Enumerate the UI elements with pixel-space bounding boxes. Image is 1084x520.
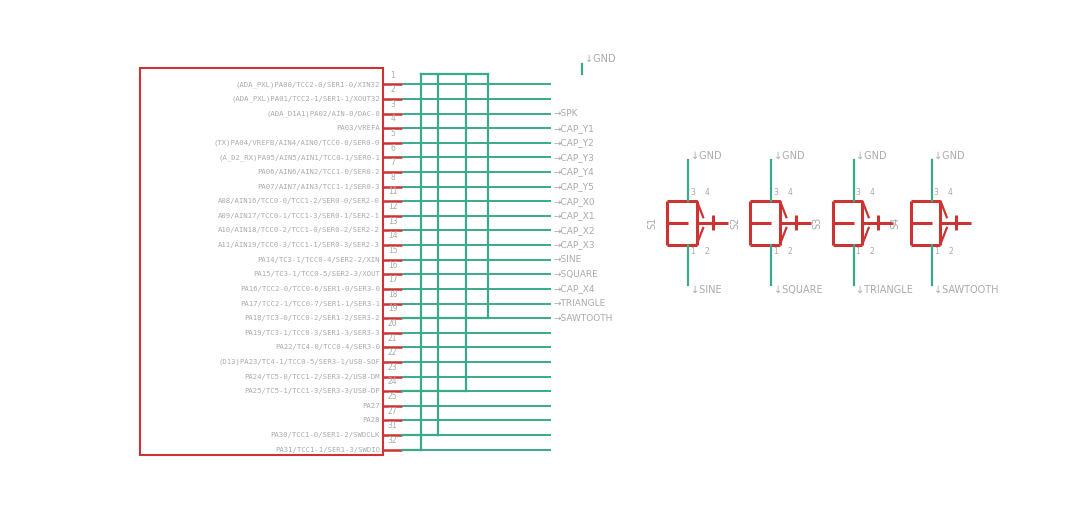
Text: PA17/TCC2-1/TCC0-7/SER1-1/SER3-1: PA17/TCC2-1/TCC0-7/SER1-1/SER3-1 <box>240 301 380 306</box>
Text: PA14/TC3-1/TCC0-4/SER2-2/XIN: PA14/TC3-1/TCC0-4/SER2-2/XIN <box>258 257 380 263</box>
Text: PA22/TC4-0/TCC0-4/SER3-0: PA22/TC4-0/TCC0-4/SER3-0 <box>275 344 380 350</box>
Text: (TX)PA04/VREFB/AIN4/AIN0/TCC0-0/SER0-0: (TX)PA04/VREFB/AIN4/AIN0/TCC0-0/SER0-0 <box>214 139 380 146</box>
Text: 5: 5 <box>390 129 395 138</box>
Text: A08/AIN16/TCC0-0/TCC1-2/SER0-0/SER2-0: A08/AIN16/TCC0-0/TCC1-2/SER0-0/SER2-0 <box>218 198 380 204</box>
Text: →CAP_X2: →CAP_X2 <box>554 226 595 235</box>
Text: ↓TRIANGLE: ↓TRIANGLE <box>856 284 913 295</box>
Text: 3: 3 <box>773 188 778 197</box>
Text: 21: 21 <box>388 333 398 343</box>
Text: A10/AIN18/TCC0-2/TCC1-0/SER0-2/SER2-2: A10/AIN18/TCC0-2/TCC1-0/SER0-2/SER2-2 <box>218 227 380 233</box>
Text: (ADA_D1A1)PA02/AIN-0/DAC-0: (ADA_D1A1)PA02/AIN-0/DAC-0 <box>267 110 380 117</box>
Text: 6: 6 <box>390 144 395 153</box>
Text: PA28: PA28 <box>362 418 380 423</box>
Text: 2: 2 <box>705 247 709 256</box>
Text: 31: 31 <box>388 421 398 430</box>
Text: 7: 7 <box>390 158 395 167</box>
Text: →SAWTOOTH: →SAWTOOTH <box>554 314 614 322</box>
Text: ↓SQUARE: ↓SQUARE <box>774 284 823 295</box>
Text: →CAP_Y4: →CAP_Y4 <box>554 167 595 177</box>
Text: 4: 4 <box>869 188 875 197</box>
Text: 27: 27 <box>388 407 398 415</box>
Text: 3: 3 <box>855 188 861 197</box>
Text: 4: 4 <box>948 188 953 197</box>
Text: 15: 15 <box>388 246 398 255</box>
Text: PA03/VREFA: PA03/VREFA <box>336 125 380 131</box>
Text: PA07/AIN7/AIN3/TCC1-1/SER0-3: PA07/AIN7/AIN3/TCC1-1/SER0-3 <box>258 184 380 190</box>
Text: 3: 3 <box>933 188 939 197</box>
Text: 4: 4 <box>787 188 792 197</box>
Text: (ADA_PXL)PA01/TCC2-1/SER1-1/XOUT32: (ADA_PXL)PA01/TCC2-1/SER1-1/XOUT32 <box>231 96 380 102</box>
Text: A09/AIN17/TCC0-1/TCC1-3/SER0-1/SER2-1: A09/AIN17/TCC0-1/TCC1-3/SER0-1/SER2-1 <box>218 213 380 219</box>
Text: →CAP_Y3: →CAP_Y3 <box>554 153 595 162</box>
Text: 20: 20 <box>388 319 398 328</box>
Text: →CAP_Y5: →CAP_Y5 <box>554 182 595 191</box>
Text: →TRIANGLE: →TRIANGLE <box>554 299 606 308</box>
Text: 12: 12 <box>388 202 398 211</box>
Text: 14: 14 <box>388 231 398 240</box>
Text: 1: 1 <box>390 71 395 80</box>
Text: 11: 11 <box>388 188 398 197</box>
Text: 3: 3 <box>691 188 695 197</box>
Text: S4: S4 <box>891 216 901 229</box>
Text: 19: 19 <box>388 304 398 314</box>
Text: (D13)PA23/TC4-1/TCC0-5/SER3-1/USB-SOF: (D13)PA23/TC4-1/TCC0-5/SER3-1/USB-SOF <box>218 359 380 365</box>
Text: PA19/TC3-1/TCC0-3/SER1-3/SER3-3: PA19/TC3-1/TCC0-3/SER1-3/SER3-3 <box>244 330 380 336</box>
Text: PA24/TC5-0/TCC1-2/SER3-2/USB-DM: PA24/TC5-0/TCC1-2/SER3-2/USB-DM <box>244 373 380 380</box>
Text: ↓GND: ↓GND <box>774 150 804 161</box>
Text: ↓GND: ↓GND <box>856 150 887 161</box>
Text: →SINE: →SINE <box>554 255 582 264</box>
Text: →CAP_X0: →CAP_X0 <box>554 197 595 206</box>
Text: 8: 8 <box>390 173 395 182</box>
Text: →CAP_X3: →CAP_X3 <box>554 241 595 250</box>
Text: 17: 17 <box>388 275 398 284</box>
Text: →CAP_X4: →CAP_X4 <box>554 284 595 293</box>
Text: ↓SINE: ↓SINE <box>691 284 722 295</box>
Text: ↓SAWTOOTH: ↓SAWTOOTH <box>934 284 999 295</box>
Text: 1: 1 <box>855 247 861 256</box>
Text: S2: S2 <box>731 216 740 229</box>
Text: 1: 1 <box>691 247 695 256</box>
Text: 1: 1 <box>933 247 939 256</box>
Text: A11/AIN19/TCC0-3/TCC1-1/SER0-3/SER2-3: A11/AIN19/TCC0-3/TCC1-1/SER0-3/SER2-3 <box>218 242 380 248</box>
Text: PA30/TCC1-0/SER1-2/SWDCLK: PA30/TCC1-0/SER1-2/SWDCLK <box>271 432 380 438</box>
Text: 2: 2 <box>869 247 875 256</box>
Text: PA27: PA27 <box>362 403 380 409</box>
Text: 1: 1 <box>773 247 778 256</box>
Text: PA31/TCC1-1/SER1-3/SWDIO: PA31/TCC1-1/SER1-3/SWDIO <box>275 447 380 452</box>
Text: 25: 25 <box>388 392 398 401</box>
Text: 24: 24 <box>388 378 398 386</box>
Text: PA15/TC3-1/TCC0-5/SER2-3/XOUT: PA15/TC3-1/TCC0-5/SER2-3/XOUT <box>253 271 380 277</box>
Text: PA18/TC3-0/TCC0-2/SER1-2/SER3-2: PA18/TC3-0/TCC0-2/SER1-2/SER3-2 <box>244 315 380 321</box>
Text: ↓GND: ↓GND <box>585 55 616 64</box>
Text: 18: 18 <box>388 290 398 298</box>
Text: →CAP_Y1: →CAP_Y1 <box>554 124 595 133</box>
Text: 2: 2 <box>390 85 395 94</box>
Text: (A_D2_RX)PA05/AIN5/AIN1/TCC0-1/SER0-1: (A_D2_RX)PA05/AIN5/AIN1/TCC0-1/SER0-1 <box>218 154 380 161</box>
Text: 4: 4 <box>390 114 395 123</box>
Text: 4: 4 <box>705 188 709 197</box>
Text: PA06/AIN6/AIN2/TCC1-0/SER0-2: PA06/AIN6/AIN2/TCC1-0/SER0-2 <box>258 169 380 175</box>
Text: ↓GND: ↓GND <box>691 150 722 161</box>
Text: →CAP_X1: →CAP_X1 <box>554 212 595 220</box>
Bar <box>140 69 384 455</box>
Text: ↓GND: ↓GND <box>934 150 965 161</box>
Text: 2: 2 <box>948 247 953 256</box>
Text: 23: 23 <box>388 363 398 372</box>
Text: 13: 13 <box>388 217 398 226</box>
Text: PA16/TCC2-0/TCC0-6/SER1-0/SER3-0: PA16/TCC2-0/TCC0-6/SER1-0/SER3-0 <box>240 286 380 292</box>
Text: (ADA_PXL)PA00/TCC2-0/SER1-0/XIN32: (ADA_PXL)PA00/TCC2-0/SER1-0/XIN32 <box>235 81 380 88</box>
Text: 3: 3 <box>390 100 395 109</box>
Text: 32: 32 <box>388 436 398 445</box>
Text: 16: 16 <box>388 261 398 269</box>
Text: →SPK: →SPK <box>554 109 579 118</box>
Text: →CAP_Y2: →CAP_Y2 <box>554 138 595 147</box>
Text: →SQUARE: →SQUARE <box>554 270 598 279</box>
Text: S1: S1 <box>647 216 657 229</box>
Text: 2: 2 <box>788 247 792 256</box>
Text: S3: S3 <box>813 216 823 229</box>
Text: 22: 22 <box>388 348 398 357</box>
Text: PA25/TC5-1/TCC1-3/SER3-3/USB-DP: PA25/TC5-1/TCC1-3/SER3-3/USB-DP <box>244 388 380 394</box>
